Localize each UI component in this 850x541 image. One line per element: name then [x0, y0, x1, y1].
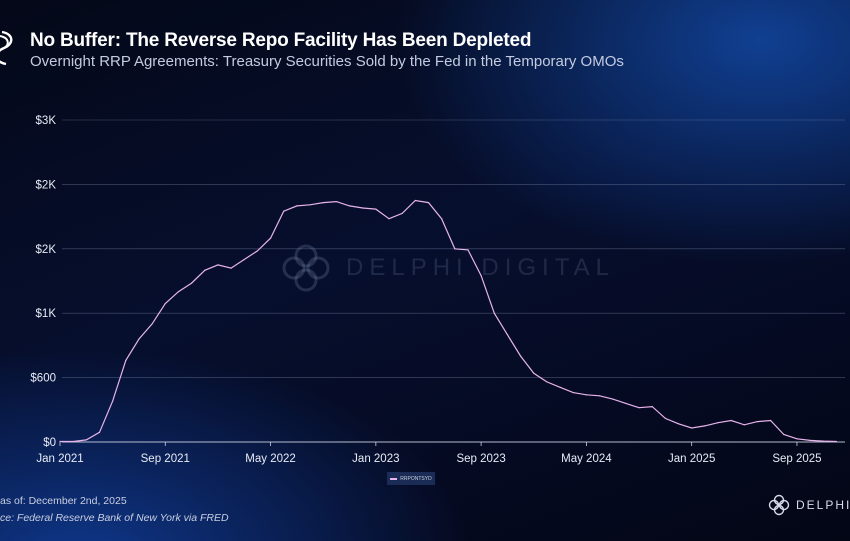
y-tick-label: $1K	[36, 308, 57, 320]
brand-name: DELPHI DI	[796, 498, 850, 512]
data-point	[612, 398, 614, 400]
data-point	[625, 402, 627, 404]
source-note: ce: Federal Reserve Bank of New York via…	[0, 512, 229, 524]
data-point	[177, 291, 180, 293]
data-point	[138, 338, 140, 340]
data-point	[585, 394, 588, 396]
x-tick-label: Jan 2023	[352, 453, 399, 465]
delphi-logo-icon	[0, 28, 18, 73]
data-point	[427, 202, 430, 204]
data-point	[638, 407, 640, 409]
y-tick-label: $600	[30, 373, 56, 385]
chart-title: No Buffer: The Reverse Repo Facility Has…	[30, 30, 532, 51]
data-point	[98, 431, 101, 433]
data-point	[677, 423, 680, 425]
data-point	[598, 395, 601, 397]
data-point	[770, 419, 772, 422]
data-point	[256, 250, 258, 252]
data-point	[533, 372, 535, 374]
data-point	[112, 400, 114, 402]
data-point	[269, 237, 272, 239]
data-points	[59, 199, 838, 443]
data-point	[401, 212, 403, 214]
data-point	[151, 323, 153, 325]
data-point	[493, 312, 495, 314]
data-point	[217, 264, 219, 266]
data-point	[822, 440, 824, 442]
x-tick-label: Sep 2025	[772, 453, 821, 465]
data-point	[322, 202, 324, 204]
data-point	[783, 433, 785, 436]
watermark-logo-icon	[282, 244, 330, 292]
x-tick-label: Sep 2023	[456, 453, 505, 465]
series-line-rrpontsyd	[60, 199, 837, 443]
data-point	[506, 334, 509, 336]
x-tick-label: May 2024	[561, 453, 612, 465]
brand-logo-icon	[768, 494, 790, 516]
data-point	[546, 381, 548, 383]
brand-logo: DELPHI DI	[768, 494, 850, 516]
data-point	[796, 438, 798, 440]
data-point	[85, 439, 87, 441]
data-point	[691, 427, 693, 429]
data-point	[743, 424, 745, 426]
data-point	[164, 302, 166, 305]
x-tick-label: Jan 2021	[36, 453, 83, 465]
data-point	[348, 205, 351, 207]
x-tick-label: Sep 2021	[141, 453, 190, 465]
data-point	[520, 355, 522, 357]
data-point	[283, 210, 285, 212]
x-tick-label: Jan 2025	[668, 453, 715, 465]
data-point	[572, 392, 574, 394]
data-point	[454, 248, 456, 250]
legend-label: RRPONTSYD	[400, 475, 432, 482]
data-point	[230, 267, 232, 269]
data-point	[243, 258, 245, 261]
data-point	[480, 275, 482, 277]
data-point	[809, 439, 811, 441]
data-point	[296, 205, 298, 207]
data-point	[704, 425, 706, 427]
x-tick-label: May 2022	[245, 453, 296, 465]
data-point	[559, 386, 561, 388]
data-point	[835, 440, 838, 443]
data-point	[730, 419, 732, 422]
data-point	[362, 207, 364, 209]
data-point	[756, 421, 759, 423]
data-point	[191, 282, 193, 284]
data-point	[651, 405, 653, 408]
legend-swatch	[390, 477, 398, 480]
data-point	[72, 440, 74, 443]
chart-subtitle: Overnight RRP Agreements: Treasury Secur…	[30, 53, 624, 70]
data-point	[441, 218, 443, 220]
data-point	[717, 422, 719, 424]
data-point	[388, 218, 390, 220]
data-point	[375, 208, 377, 210]
y-tick-label: $2K	[36, 179, 57, 191]
legend[interactable]: RRPONTSYD	[387, 472, 435, 485]
data-point	[59, 440, 61, 443]
y-tick-label: $0	[43, 437, 56, 449]
data-point	[125, 359, 127, 362]
data-point	[204, 269, 206, 271]
data-point	[664, 417, 666, 419]
data-point	[335, 200, 337, 203]
data-point	[309, 204, 311, 206]
y-tick-label: $3K	[36, 115, 57, 127]
y-tick-label: $2K	[36, 244, 57, 256]
data-point	[414, 199, 416, 202]
data-point	[467, 249, 469, 251]
as-of-date: as of: December 2nd, 2025	[0, 495, 127, 507]
